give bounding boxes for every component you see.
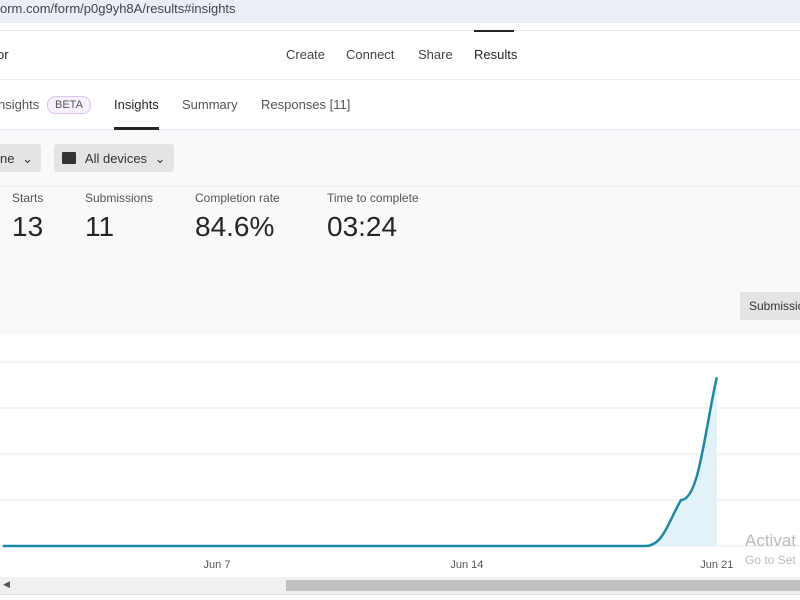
brand-name: or [0, 47, 9, 62]
stat-completion-rate: Completion rate 84.6% [195, 191, 280, 243]
stat-label: Starts [12, 191, 44, 205]
bottom-edge [0, 594, 800, 600]
stat-label: Time to complete [327, 191, 419, 205]
tab-ai-insights[interactable]: nsights [0, 97, 40, 112]
chevron-down-icon: ⌄ [154, 151, 166, 166]
scrollbar-thumb[interactable] [286, 580, 800, 591]
device-dropdown[interactable]: All devices ⌄ [54, 144, 174, 172]
x-tick-label: Jun 7 [204, 559, 231, 571]
scroll-left-icon[interactable]: ◀ [3, 579, 10, 589]
top-nav: or Create Connect Share Results [0, 30, 800, 80]
stat-time-to-complete: Time to complete 03:24 [327, 191, 419, 243]
filters-bar: ne ⌄ All devices ⌄ [0, 130, 800, 187]
chevron-down-icon: ⌄ [22, 151, 33, 166]
stats-panel: Starts 13 Submissions 11 Completion rate 84… [0, 187, 800, 335]
activation-watermark-sub: Go to Set [745, 553, 796, 567]
active-nav-indicator [474, 30, 514, 32]
time-range-dropdown[interactable]: ne ⌄ [0, 144, 41, 172]
stat-label: Completion rate [195, 191, 280, 205]
device-value: All devices [84, 151, 148, 166]
tab-summary[interactable]: Summary [182, 97, 238, 112]
horizontal-scrollbar[interactable]: ◀ [0, 577, 800, 594]
area-fill [2, 377, 717, 546]
activation-watermark: Activat [745, 531, 797, 550]
x-tick-label: Jun 21 [700, 559, 733, 571]
chart-svg: Jun 7 Jun 14 Jun 21 [0, 361, 800, 571]
metric-select-button[interactable]: Submissions [740, 292, 800, 320]
x-tick-label: Jun 14 [450, 559, 483, 571]
url-text: orm.com/form/p0g9yh8A/results#insights [0, 1, 236, 16]
devices-icon [62, 152, 76, 164]
beta-badge: BETA [47, 96, 91, 114]
stat-label: Submissions [85, 191, 154, 205]
nav-create[interactable]: Create [286, 47, 326, 62]
nav-connect[interactable]: Connect [346, 47, 395, 62]
nav-results[interactable]: Results [474, 47, 518, 62]
tab-insights[interactable]: Insights [114, 97, 159, 130]
stat-submissions: Submissions 11 [85, 191, 153, 243]
stat-value: 11 [85, 211, 115, 242]
results-tabs: nsights BETA Insights Summary Responses … [0, 80, 800, 130]
stat-starts: Starts 13 [12, 191, 43, 243]
stat-value: 13 [12, 211, 44, 242]
address-bar[interactable]: orm.com/form/p0g9yh8A/results#insights [0, 0, 800, 23]
submissions-chart: Jun 7 Jun 14 Jun 21 [0, 335, 800, 577]
nav-share[interactable]: Share [418, 47, 453, 62]
time-range-value: ne [0, 151, 15, 166]
stat-value: 03:24 [327, 211, 398, 242]
tab-responses[interactable]: Responses [11] [261, 97, 351, 112]
stat-value: 84.6% [195, 211, 275, 242]
series-line [2, 377, 719, 548]
